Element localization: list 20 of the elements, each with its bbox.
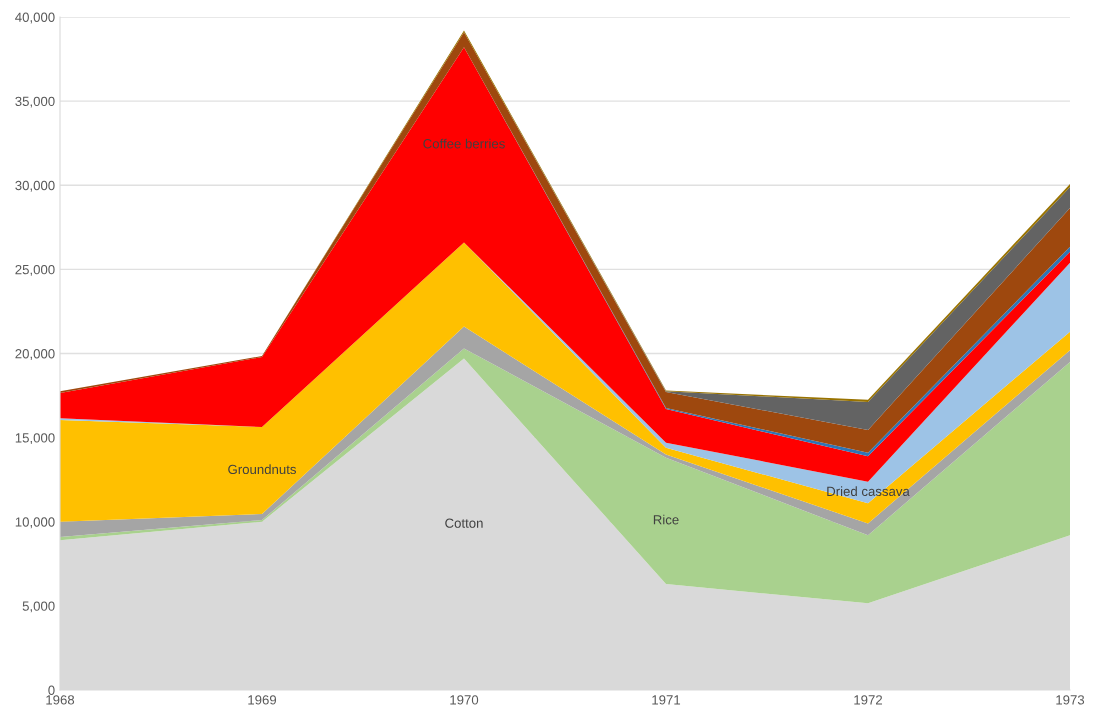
x-tick-label: 1973 (1056, 695, 1085, 705)
series-label: Coffee berries (423, 138, 505, 149)
y-tick-label: 20,000 (15, 349, 55, 360)
y-tick-label: 40,000 (15, 12, 55, 24)
series-label: Dried cassava (827, 486, 910, 497)
y-tick-label: 5,000 (22, 601, 55, 613)
y-tick-label: 10,000 (15, 517, 55, 529)
x-tick-label: 1972 (854, 695, 883, 705)
series-label: Rice (653, 514, 679, 525)
x-tick-label: 1971 (652, 695, 681, 705)
y-tick-label: 0 (48, 685, 55, 695)
y-tick-label: 15,000 (15, 433, 55, 445)
y-tick-label: 35,000 (15, 96, 55, 108)
x-tick-label: 1968 (46, 695, 75, 705)
series-label: Cotton (445, 518, 483, 528)
series-label: Groundnuts (228, 464, 296, 475)
y-tick-label: 25,000 (15, 264, 55, 276)
x-tick-label: 1969 (248, 695, 277, 705)
x-tick-label: 1970 (450, 695, 479, 705)
y-tick-label: 30,000 (15, 180, 55, 192)
